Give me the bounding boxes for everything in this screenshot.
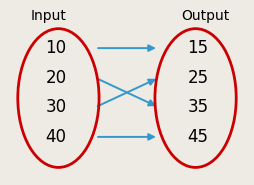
Text: 30: 30: [45, 98, 67, 116]
Text: Output: Output: [182, 9, 230, 23]
Text: 15: 15: [187, 39, 209, 57]
Text: 10: 10: [45, 39, 67, 57]
Text: 25: 25: [187, 69, 209, 87]
Text: 45: 45: [188, 128, 209, 146]
Text: 35: 35: [187, 98, 209, 116]
Text: Input: Input: [30, 9, 66, 23]
Text: 40: 40: [45, 128, 66, 146]
Text: 20: 20: [45, 69, 67, 87]
